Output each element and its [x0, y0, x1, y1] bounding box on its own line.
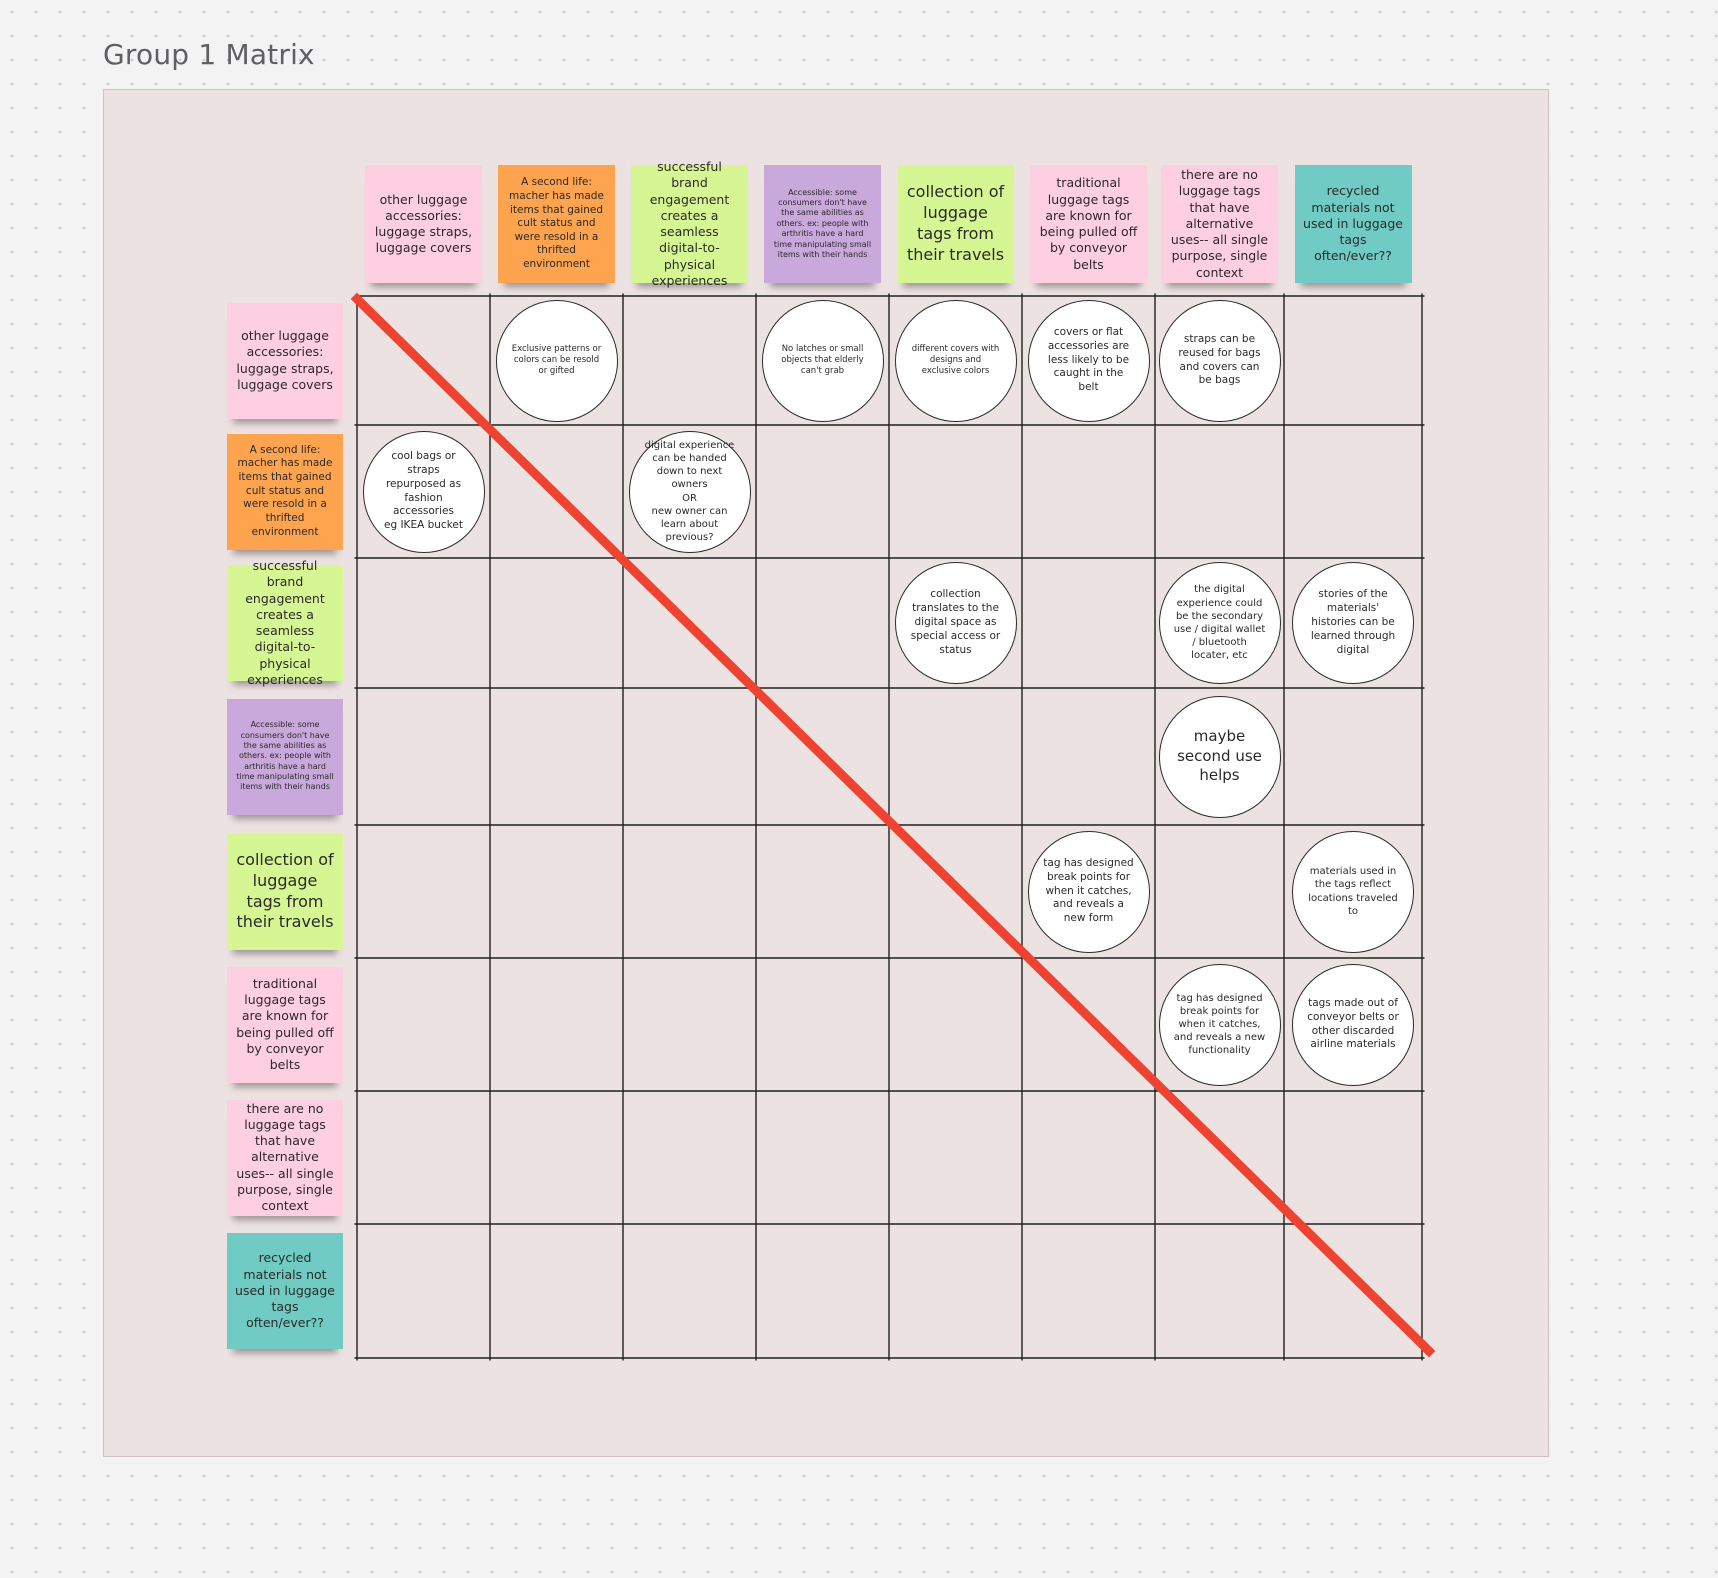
column-header-sticky[interactable]: recycled materials not used in luggage t… — [1294, 165, 1412, 283]
idea-circle[interactable]: straps can be reused for bags and covers… — [1158, 299, 1281, 422]
idea-circle[interactable]: covers or flat accessories are less like… — [1027, 299, 1150, 422]
row-header-sticky[interactable]: other luggage accessories: luggage strap… — [227, 302, 343, 419]
column-header-sticky[interactable]: collection of luggage tags from their tr… — [897, 165, 1014, 283]
idea-circle[interactable]: materials used in the tags reflect locat… — [1292, 830, 1414, 953]
column-header-sticky[interactable]: successful brand engagement creates a se… — [631, 159, 748, 288]
row-header-sticky[interactable]: Accessible: some consumers don't have th… — [227, 698, 343, 815]
row-header-sticky[interactable]: successful brand engagement creates a se… — [227, 558, 343, 687]
idea-circle[interactable]: different covers with designs and exclus… — [894, 299, 1017, 422]
idea-circle[interactable]: tag has designed break points for when i… — [1158, 963, 1281, 1086]
idea-circle[interactable]: tag has designed break points for when i… — [1027, 830, 1150, 953]
idea-circle[interactable]: collection translates to the digital spa… — [894, 562, 1017, 684]
idea-circle[interactable]: stories of the materials' histories can … — [1292, 562, 1414, 684]
column-header-sticky[interactable]: other luggage accessories: luggage strap… — [365, 165, 482, 283]
idea-circle[interactable]: the digital experience could be the seco… — [1158, 562, 1281, 684]
idea-circle[interactable]: tags made out of conveyor belts or other… — [1292, 963, 1414, 1086]
idea-circle[interactable]: Exclusive patterns or colors can be reso… — [495, 299, 618, 422]
idea-circle[interactable]: digital experience can be handed down to… — [628, 430, 751, 553]
column-header-sticky[interactable]: there are no luggage tags that have alte… — [1161, 165, 1278, 283]
row-header-sticky[interactable]: traditional luggage tags are known for b… — [227, 966, 343, 1083]
row-header-sticky[interactable]: A second life: macher has made items tha… — [227, 433, 343, 550]
column-header-sticky[interactable]: traditional luggage tags are known for b… — [1030, 165, 1147, 283]
row-header-sticky[interactable]: recycled materials not used in luggage t… — [227, 1233, 343, 1349]
idea-circle[interactable]: cool bags or straps repurposed as fashio… — [362, 430, 485, 553]
board-title: Group 1 Matrix — [103, 38, 315, 71]
row-header-sticky[interactable]: there are no luggage tags that have alte… — [227, 1099, 343, 1216]
column-header-sticky[interactable]: Accessible: some consumers don't have th… — [764, 165, 881, 283]
row-header-sticky[interactable]: collection of luggage tags from their tr… — [227, 833, 343, 950]
idea-circle[interactable]: maybe second use helps — [1158, 695, 1281, 818]
column-header-sticky[interactable]: A second life: macher has made items tha… — [498, 165, 615, 283]
idea-circle[interactable]: No latches or small objects that elderly… — [761, 299, 884, 422]
